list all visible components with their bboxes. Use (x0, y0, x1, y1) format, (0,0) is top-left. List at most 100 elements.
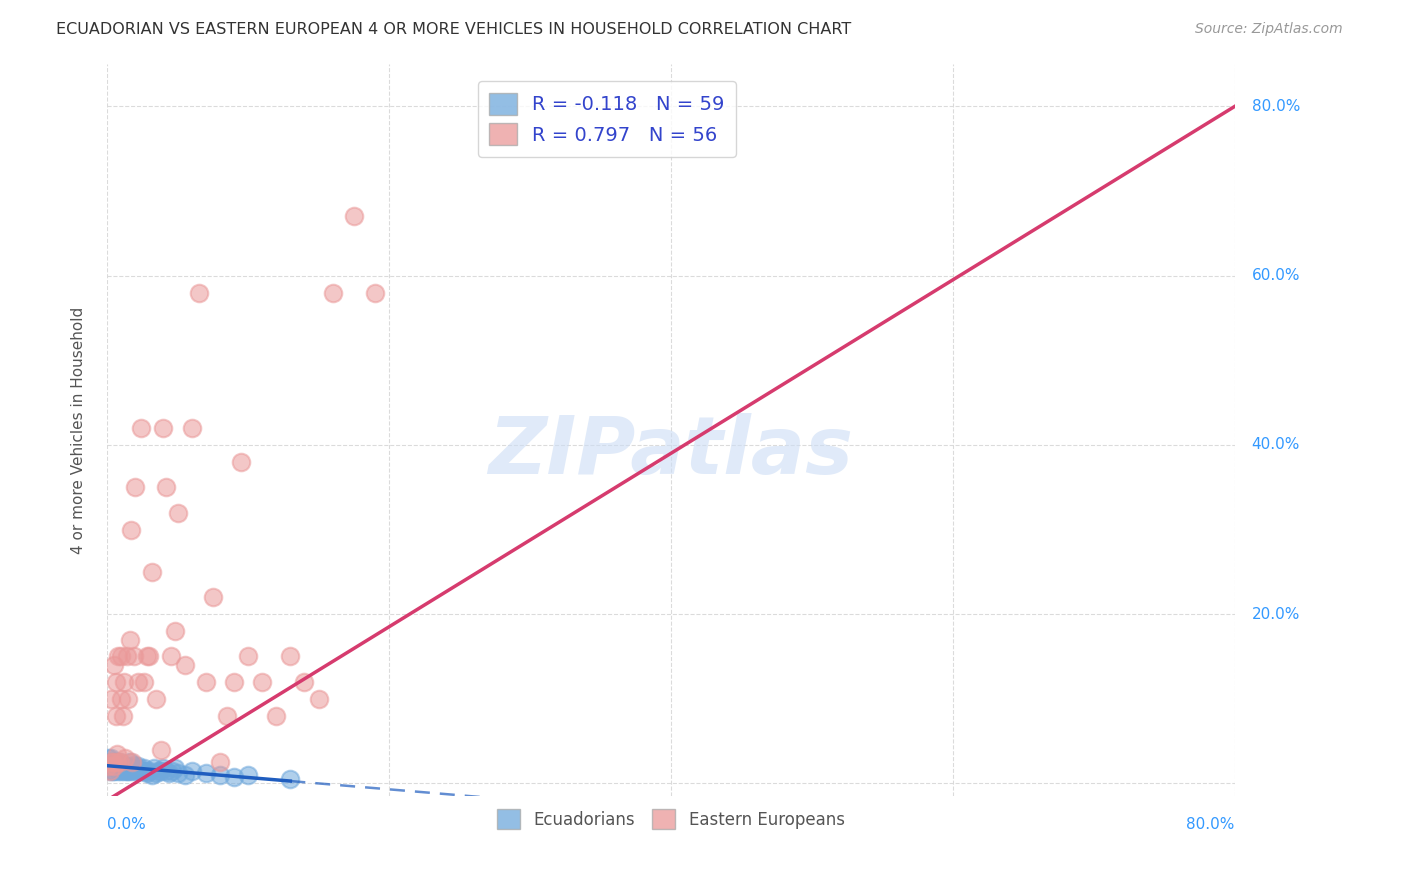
Point (103, 759, 125, 773)
Point (108, 756, 131, 770)
Point (121, 761, 143, 775)
Point (294, 674, 316, 689)
Point (135, 649, 157, 664)
Point (115, 764, 138, 778)
Point (111, 708, 134, 723)
Point (155, 480, 177, 494)
Point (100, 751, 122, 765)
Point (110, 691, 132, 706)
Point (173, 657, 195, 672)
Text: ZIPatlas: ZIPatlas (488, 413, 853, 491)
Point (112, 759, 135, 773)
Point (157, 766, 180, 780)
Point (160, 764, 183, 778)
Point (194, 674, 217, 689)
Point (105, 756, 128, 770)
Point (222, 770, 245, 784)
Point (166, 506, 188, 520)
Point (141, 565, 163, 579)
Point (159, 649, 181, 664)
Point (118, 632, 141, 647)
Text: 20.0%: 20.0% (1251, 607, 1301, 622)
Point (142, 761, 165, 775)
Point (180, 764, 202, 778)
Point (322, 285, 344, 300)
Point (124, 764, 146, 778)
Point (101, 764, 124, 778)
Point (127, 759, 149, 773)
Point (105, 747, 128, 761)
Point (118, 756, 141, 770)
Point (215, 708, 238, 723)
Point (110, 759, 132, 773)
Point (101, 756, 124, 770)
Point (146, 764, 169, 778)
Point (114, 751, 136, 765)
Point (110, 649, 132, 664)
Point (278, 649, 301, 664)
Text: 60.0%: 60.0% (1251, 268, 1301, 283)
Point (141, 768, 163, 782)
Point (117, 759, 139, 773)
Point (236, 768, 259, 782)
Point (97, 751, 120, 765)
Point (364, 285, 387, 300)
Point (343, 210, 366, 224)
Legend: Ecuadorians, Eastern Europeans: Ecuadorians, Eastern Europeans (491, 803, 852, 835)
Text: Source: ZipAtlas.com: Source: ZipAtlas.com (1195, 22, 1343, 37)
Point (129, 421, 152, 435)
Point (120, 523, 142, 537)
Point (127, 674, 149, 689)
Point (122, 649, 145, 664)
Point (180, 421, 202, 435)
Point (100, 691, 122, 706)
Point (308, 691, 330, 706)
Text: 80.0%: 80.0% (1187, 817, 1234, 832)
Point (112, 674, 135, 689)
Point (149, 742, 172, 756)
Y-axis label: 4 or more Vehicles in Household: 4 or more Vehicles in Household (72, 307, 86, 554)
Point (125, 761, 148, 775)
Point (100, 756, 122, 770)
Point (105, 756, 128, 770)
Text: 0.0%: 0.0% (107, 817, 146, 832)
Point (104, 756, 127, 770)
Point (132, 761, 155, 775)
Point (122, 757, 145, 772)
Point (194, 766, 217, 780)
Point (163, 624, 186, 638)
Point (134, 764, 156, 778)
Point (111, 761, 134, 775)
Point (117, 691, 139, 706)
Point (121, 756, 143, 770)
Point (98, 764, 121, 778)
Point (104, 759, 127, 773)
Point (163, 761, 186, 775)
Point (100, 759, 122, 773)
Point (124, 480, 146, 494)
Point (97, 759, 120, 773)
Point (222, 674, 245, 689)
Point (208, 768, 231, 782)
Point (103, 756, 125, 770)
Point (107, 764, 129, 778)
Point (108, 759, 131, 773)
Point (107, 649, 129, 664)
Point (236, 649, 259, 664)
Point (135, 766, 157, 780)
Point (201, 591, 224, 605)
Point (114, 761, 136, 775)
Point (128, 764, 150, 778)
Point (250, 674, 273, 689)
Point (108, 756, 131, 770)
Point (278, 772, 301, 787)
Point (145, 766, 167, 780)
Point (155, 764, 177, 778)
Point (173, 768, 195, 782)
Point (131, 764, 153, 778)
Point (152, 421, 174, 435)
Point (149, 764, 172, 778)
Point (111, 757, 134, 772)
Point (110, 764, 132, 778)
Point (138, 649, 160, 664)
